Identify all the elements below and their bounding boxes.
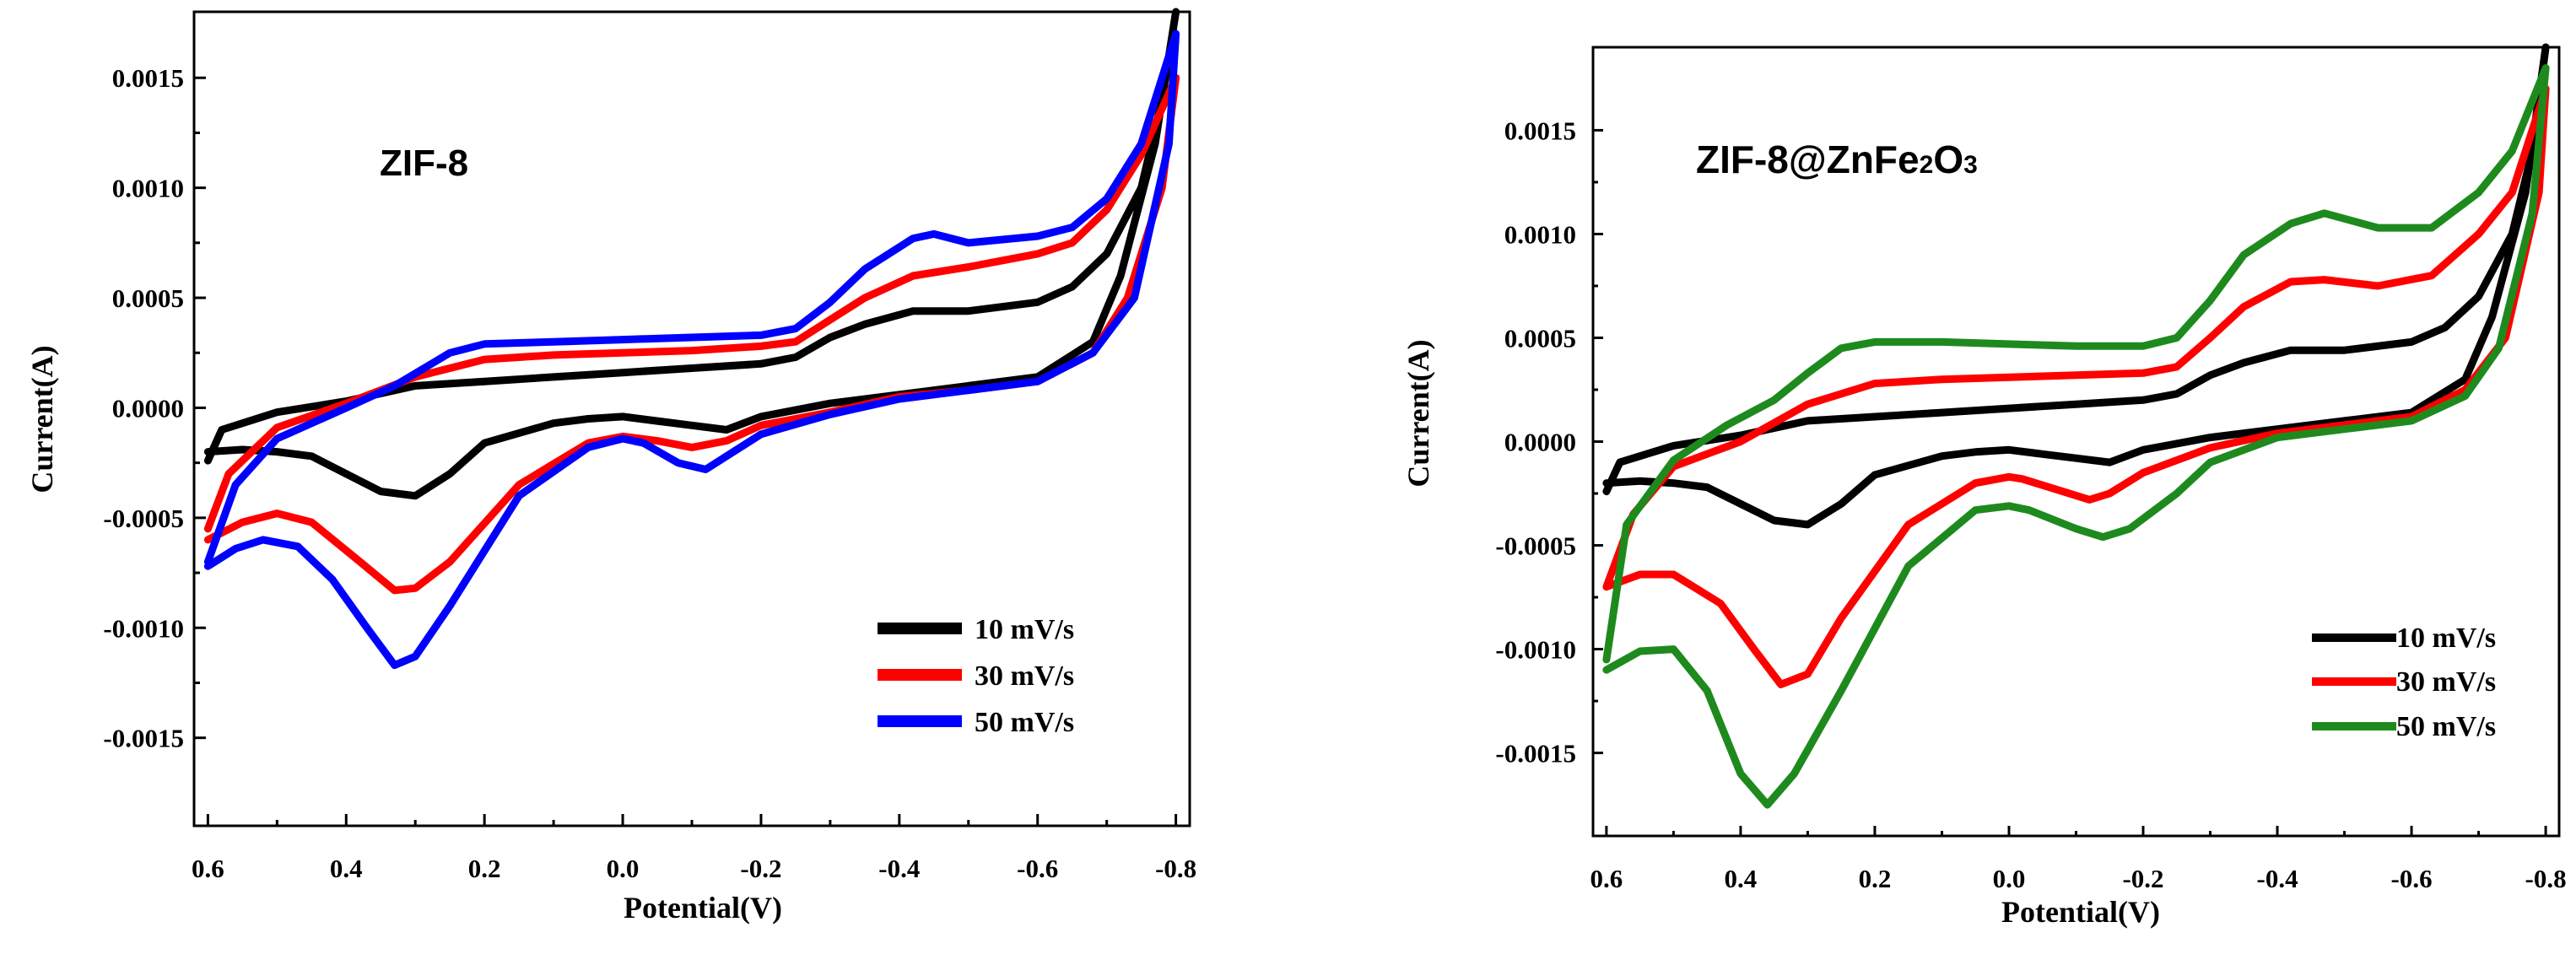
legend-label-50: 50 mV/s [2396,711,2496,742]
legend: 10 mV/s 30 mV/s 50 mV/s [2312,623,2496,742]
x-axis-title: Potential(V) [624,891,782,925]
y-tick-label: 0.0000 [1504,428,1576,457]
legend-label-10: 10 mV/s [975,614,1074,645]
x-ticks: 0.6 0.4 0.2 0.0 -0.2 -0.4 -0.6 -0.8 [1590,826,2567,893]
y-tick-label: -0.0010 [103,613,184,643]
y-tick-label: 0.0005 [1504,323,1576,353]
x-tick-label: -0.6 [2391,864,2433,893]
x-tick-label: 0.2 [1859,864,1892,893]
y-axis-title: Current(A) [25,345,59,493]
chart-zif8-znfe2o3: 0.0015 0.0010 0.0005 0.0000 -0.0005 -0.0010 -0… [1401,43,2567,929]
y-tick-label: 0.0015 [1504,116,1576,145]
legend-label-10: 10 mV/s [2396,623,2496,654]
x-tick-label: 0.2 [468,854,501,883]
y-tick-label: -0.0015 [103,724,184,753]
x-tick-label: -0.2 [740,854,781,883]
x-ticks: 0.6 0.4 0.2 0.0 -0.2 -0.4 -0.6 -0.8 [192,814,1196,883]
legend: 10 mV/s 30 mV/s 50 mV/s [878,614,1074,738]
y-ticks: 0.0015 0.0010 0.0005 0.0000 -0.0005 -0.0010 -0… [103,63,206,753]
series-line-10mvs [1602,43,2550,529]
series-group [203,8,1180,670]
x-tick-label: 0.6 [192,854,224,883]
legend-label-30: 30 mV/s [975,660,1074,692]
y-tick-label: -0.0010 [1495,635,1576,665]
plot-frame [192,10,1191,828]
chart-zif8: 0.0015 0.0010 0.0005 0.0000 -0.0005 -0.0010 -0… [25,8,1196,925]
chart-title-main: ZIF-8@ZnFe [1696,137,1920,181]
x-tick-label: -0.4 [878,854,920,883]
x-tick-label: 0.0 [1993,864,2026,893]
series-line-50mvs [1602,64,2550,809]
series-group [1602,43,2550,809]
x-tick-label: -0.4 [2257,864,2298,893]
y-tick-label: -0.0015 [1495,739,1576,768]
y-tick-label: 0.0010 [112,174,184,203]
series-line-30mvs [1602,84,2550,688]
x-tick-label: -0.2 [2122,864,2163,893]
x-tick-label: 0.4 [1725,864,1758,893]
chart-title-sub-3: 3 [1963,151,1978,179]
x-axis-title: Potential(V) [2001,895,2160,929]
y-tick-label: 0.0015 [112,63,184,93]
series-line-50mvs [203,30,1180,670]
y-ticks: 0.0015 0.0010 0.0005 0.0000 -0.0005 -0.0010 -0… [1495,116,1603,768]
chart-title: ZIF-8 [380,143,468,184]
y-axis-title: Current(A) [1401,339,1435,487]
chart-title-sub-2: 2 [1920,151,1934,179]
y-tick-label: 0.0005 [112,283,184,313]
x-tick-label: 0.6 [1590,864,1623,893]
series-line-10mvs [203,8,1180,500]
y-tick-label: 0.0000 [112,393,184,423]
plot-area: 0.0015 0.0010 0.0005 0.0000 -0.0005 -0.0010 -0… [103,8,1196,883]
x-tick-label: 0.4 [330,854,363,883]
y-tick-label: -0.0005 [1495,531,1576,561]
chart-title: ZIF-8@ZnFe2O3 [1696,137,1978,181]
x-tick-label: 0.0 [607,854,640,883]
legend-label-30: 30 mV/s [2396,666,2496,698]
chart-title-o: O [1933,137,1963,181]
plot-area: 0.0015 0.0010 0.0005 0.0000 -0.0005 -0.0010 -0… [1495,43,2567,893]
x-tick-label: -0.8 [2525,864,2567,893]
legend-label-50: 50 mV/s [975,707,1074,738]
y-tick-label: -0.0005 [103,504,184,533]
x-tick-label: -0.8 [1155,854,1196,883]
y-tick-label: 0.0010 [1504,219,1576,249]
x-tick-label: -0.6 [1017,854,1058,883]
